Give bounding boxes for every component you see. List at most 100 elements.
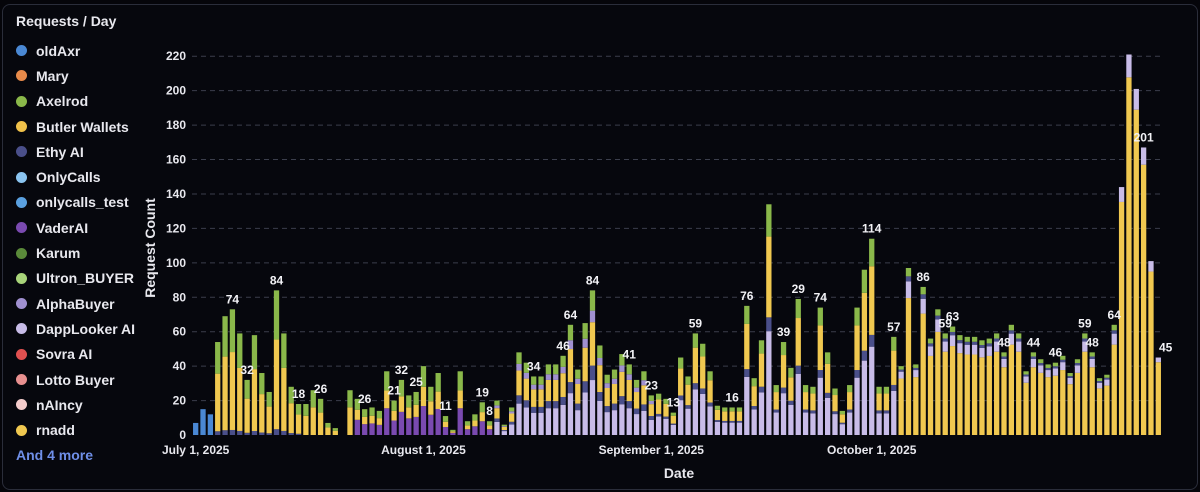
bar-stack[interactable] bbox=[869, 238, 875, 435]
bar-stack[interactable] bbox=[193, 422, 199, 435]
bar-stack[interactable] bbox=[788, 367, 794, 435]
legend-item[interactable]: Karum bbox=[16, 240, 166, 265]
bar-stack[interactable] bbox=[597, 345, 603, 435]
bar-stack[interactable] bbox=[237, 333, 243, 435]
bar-stack[interactable] bbox=[1023, 371, 1029, 435]
bar-stack[interactable] bbox=[244, 379, 250, 435]
bar-stack[interactable] bbox=[523, 362, 530, 435]
bar-stack[interactable] bbox=[215, 342, 221, 435]
bar-stack[interactable] bbox=[714, 405, 721, 435]
bar-stack[interactable] bbox=[259, 373, 265, 435]
bar-stack[interactable] bbox=[472, 414, 478, 435]
bar-stack[interactable] bbox=[1104, 374, 1110, 435]
bar-stack[interactable] bbox=[207, 414, 214, 435]
bar-stack[interactable] bbox=[641, 371, 647, 435]
legend-item[interactable]: onlycalls_test bbox=[16, 190, 166, 215]
bar-stack[interactable] bbox=[317, 398, 324, 435]
legend-item[interactable]: Mary bbox=[16, 63, 166, 88]
bar-stack[interactable] bbox=[435, 373, 441, 435]
bar-stack[interactable] bbox=[700, 343, 706, 435]
bar-stack[interactable] bbox=[964, 336, 970, 435]
bar-stack[interactable] bbox=[626, 364, 632, 435]
bar-stack[interactable] bbox=[979, 340, 985, 435]
bar-stack[interactable] bbox=[648, 395, 654, 435]
bar-stack[interactable] bbox=[795, 298, 801, 435]
bar-stack[interactable] bbox=[567, 324, 574, 435]
bar-stack[interactable] bbox=[464, 421, 471, 435]
bar-stack[interactable] bbox=[303, 404, 309, 435]
bar-stack[interactable] bbox=[736, 407, 743, 435]
bar-stack[interactable] bbox=[971, 336, 978, 435]
legend-item[interactable]: OnlyCalls bbox=[16, 164, 166, 189]
bar-stack[interactable] bbox=[898, 366, 904, 435]
bar-stack[interactable] bbox=[295, 404, 302, 435]
bar-stack[interactable] bbox=[692, 333, 699, 435]
bar-stack[interactable] bbox=[273, 290, 280, 435]
legend-item[interactable]: rnadd bbox=[16, 417, 166, 442]
bar-stack[interactable] bbox=[362, 409, 368, 435]
bar-stack[interactable] bbox=[611, 369, 618, 435]
bar-stack[interactable] bbox=[1126, 54, 1132, 435]
bar-stack[interactable] bbox=[1052, 362, 1059, 435]
bar-stack[interactable] bbox=[376, 410, 383, 435]
bar-stack[interactable] bbox=[1060, 355, 1066, 435]
bar-stack[interactable] bbox=[288, 386, 294, 435]
bar-stack[interactable] bbox=[450, 429, 456, 435]
bar-stack[interactable] bbox=[538, 376, 544, 435]
bar-stack[interactable] bbox=[619, 354, 625, 435]
bar-stack[interactable] bbox=[685, 376, 691, 435]
bar-stack[interactable] bbox=[1096, 378, 1103, 435]
bar-stack[interactable] bbox=[398, 379, 405, 435]
bar-stack[interactable] bbox=[1082, 333, 1088, 435]
legend-item[interactable]: AlphaBuyer bbox=[16, 291, 166, 316]
bar-stack[interactable] bbox=[589, 290, 596, 435]
bar-stack[interactable] bbox=[1148, 261, 1154, 435]
bar-stack[interactable] bbox=[1111, 324, 1117, 435]
bar-stack[interactable] bbox=[927, 338, 934, 435]
bar-stack[interactable] bbox=[861, 269, 868, 435]
legend-item[interactable]: Axelrod bbox=[16, 89, 166, 114]
bar-stack[interactable] bbox=[766, 204, 772, 435]
bar-stack[interactable] bbox=[817, 307, 823, 435]
bar-stack[interactable] bbox=[560, 355, 566, 435]
bar-stack[interactable] bbox=[509, 407, 515, 435]
bar-stack[interactable] bbox=[722, 407, 728, 435]
bar-stack[interactable] bbox=[354, 398, 360, 435]
bar-stack[interactable] bbox=[222, 316, 228, 435]
bar-stack[interactable] bbox=[413, 391, 419, 435]
bar-stack[interactable] bbox=[332, 428, 338, 435]
legend-item[interactable]: oldAxr bbox=[16, 38, 166, 63]
bar-stack[interactable] bbox=[325, 422, 331, 435]
bar-stack[interactable] bbox=[913, 364, 919, 435]
bar-stack[interactable] bbox=[281, 333, 287, 435]
bar-stack[interactable] bbox=[486, 421, 493, 435]
bar-stack[interactable] bbox=[876, 386, 882, 435]
bar-stack[interactable] bbox=[553, 364, 559, 435]
bar-stack[interactable] bbox=[663, 398, 669, 435]
bar-stack[interactable] bbox=[1140, 147, 1147, 436]
bar-stack[interactable] bbox=[824, 352, 831, 435]
legend-more-link[interactable]: And 4 more bbox=[16, 446, 94, 463]
bar-stack[interactable] bbox=[1008, 324, 1015, 435]
bar-stack[interactable] bbox=[670, 412, 676, 435]
bar-stack[interactable] bbox=[582, 323, 588, 435]
bar-stack[interactable] bbox=[200, 409, 206, 435]
bar-stack[interactable] bbox=[854, 307, 860, 435]
bar-stack[interactable] bbox=[479, 402, 485, 435]
bar-stack[interactable] bbox=[751, 378, 757, 435]
bar-stack[interactable] bbox=[384, 371, 390, 435]
bar-stack[interactable] bbox=[1016, 333, 1022, 435]
legend-item[interactable]: Sovra AI bbox=[16, 342, 166, 367]
legend-item[interactable]: Ethy AI bbox=[16, 139, 166, 164]
bar-stack[interactable] bbox=[832, 388, 838, 435]
legend-item[interactable]: nAIncy bbox=[16, 392, 166, 417]
bar-stack[interactable] bbox=[406, 395, 412, 435]
bar-stack[interactable] bbox=[758, 340, 765, 435]
bar-stack[interactable] bbox=[949, 326, 956, 435]
bar-stack[interactable] bbox=[744, 305, 750, 435]
legend-item[interactable]: Ultron_BUYER bbox=[16, 266, 166, 291]
bar-stack[interactable] bbox=[457, 371, 463, 435]
bar-stack[interactable] bbox=[575, 369, 581, 435]
bar-stack[interactable] bbox=[391, 400, 397, 435]
bar-stack[interactable] bbox=[729, 407, 735, 435]
